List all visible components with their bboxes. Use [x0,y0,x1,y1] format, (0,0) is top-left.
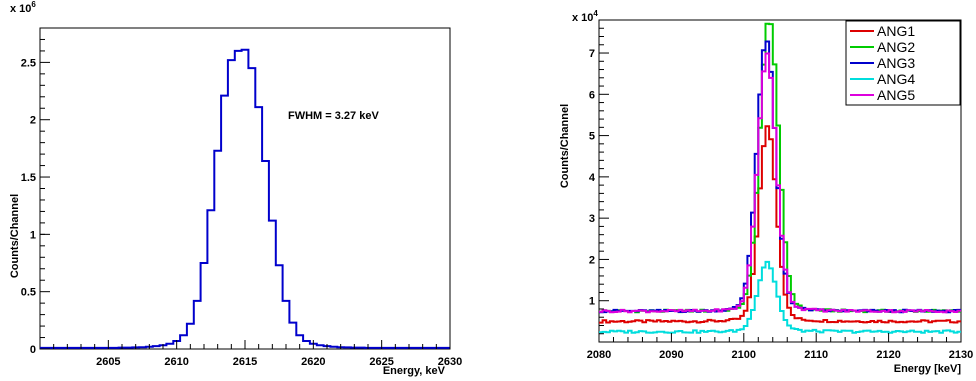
x-tick-label: 2080 [587,349,611,361]
y-tick-label: 5 [589,131,595,143]
x-tick-label: 2130 [949,349,973,361]
y-axis-label-right: Counts/Channel [559,104,571,188]
y-tick-label: 1 [589,296,595,308]
x-tick-label: 2090 [659,349,683,361]
y-tick-label: 0 [30,344,36,356]
x-tick-label: 2100 [732,349,756,361]
x-tick-label: 2625 [369,356,393,368]
x-tick-label: 2110 [804,349,828,361]
y-tick-label: 7 [589,48,595,60]
series-line-0 [40,48,450,349]
y-axis-label-left: Counts/Channel [9,194,21,278]
y-multiplier-left: x 106 [10,0,36,15]
legend-label-ang3: ANG3 [877,55,915,71]
y-tick-label: 1.5 [21,172,36,184]
y-tick-label: 0.5 [21,287,36,299]
series-line-ang4 [599,260,961,334]
legend-label-ang4: ANG4 [877,71,915,87]
x-tick-label: 2630 [438,356,462,368]
x-axis-label-right: Energy [keV] [894,363,962,375]
series-group-left [40,48,450,349]
y-tick-label: 1 [30,229,36,241]
chart-right: 2080 2090 2100 2110 2120 2130 1 2 3 4 5 6 7 x 104 En… [559,9,973,375]
x-tick-label: 2605 [96,356,120,368]
y-tick-label: 2 [589,254,595,266]
plot-frame-left [39,27,451,350]
y-tick-label: 2 [30,115,36,127]
x-tick-label: 2120 [876,349,900,361]
y-tick-label: 6 [589,89,595,101]
legend-label-ang5: ANG5 [877,87,915,103]
series-line-ang5 [599,52,961,314]
series-group-right [599,22,961,334]
chart-left: 2605 2610 2615 2620 2625 2630 0 0.5 1 1.5 2 2.5 x 1… [9,0,462,377]
fwhm-annotation: FWHM = 3.27 keV [288,110,379,122]
y-multiplier-right: x 104 [572,9,598,24]
x-tick-label: 2610 [164,356,188,368]
y-tick-label: 2.5 [21,57,36,69]
legend-label-ang2: ANG2 [877,39,915,55]
y-tick-label: 3 [589,213,595,225]
y-tick-label: 4 [589,172,596,184]
x-tick-label: 2620 [301,356,325,368]
legend-label-ang1: ANG1 [877,23,915,39]
x-axis-label-left: Energy, keV [383,365,446,377]
axes-right: 2080 2090 2100 2110 2120 2130 1 2 3 4 5 6 7 [587,27,973,361]
axes-left: 2605 2610 2615 2620 2625 2630 0 0.5 1 1.5 2 2.5 [21,38,462,368]
x-tick-label: 2615 [233,356,257,368]
